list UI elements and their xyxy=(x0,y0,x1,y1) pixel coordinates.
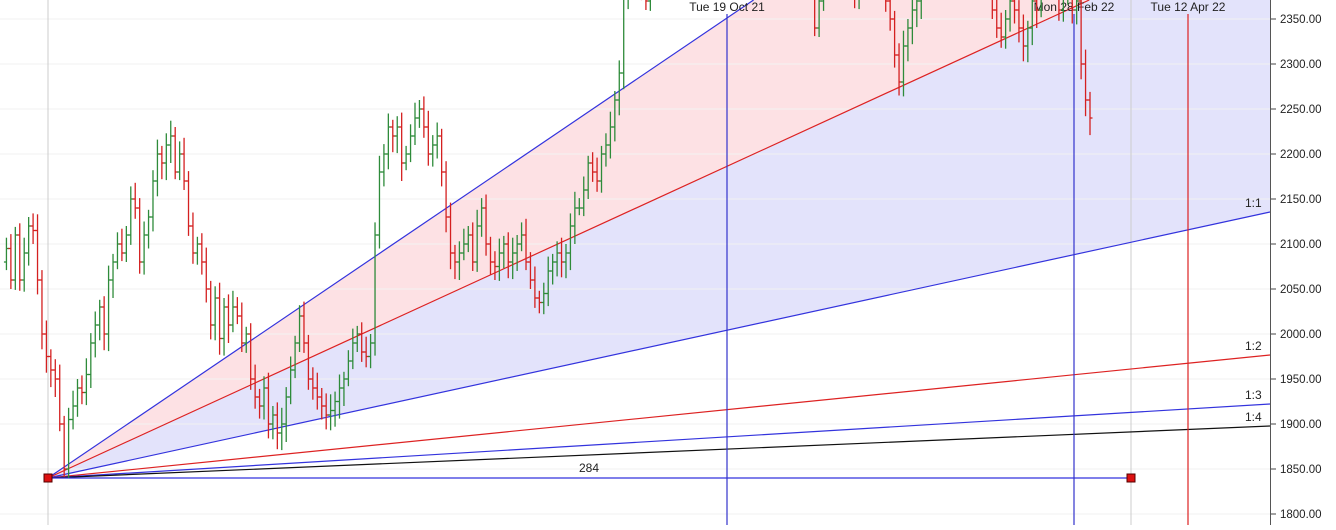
price-bar-32 xyxy=(142,222,147,275)
price-bar-38 xyxy=(168,121,173,163)
price-bar-98 xyxy=(435,123,440,159)
price-bar-48 xyxy=(213,286,218,340)
price-bar-87 xyxy=(386,114,391,170)
y-tick-label-0: 1800.00 xyxy=(1280,509,1322,521)
price-bar-91 xyxy=(404,146,409,170)
date-marker-label-0: Tue 19 Oct 21 xyxy=(689,0,765,14)
price-bar-23 xyxy=(102,296,107,350)
price-bar-34 xyxy=(150,170,155,231)
price-bar-92 xyxy=(408,124,413,162)
price-bar-1 xyxy=(4,238,9,270)
y-tick-label-3: 1950.00 xyxy=(1280,374,1322,386)
price-bar-11 xyxy=(48,349,53,387)
price-bar-9 xyxy=(39,270,44,349)
y-tick-label-6: 2100.00 xyxy=(1280,239,1322,251)
price-bar-88 xyxy=(390,120,395,152)
price-bar-2 xyxy=(8,234,13,289)
price-bar-95 xyxy=(421,96,426,137)
price-bar-33 xyxy=(146,210,151,249)
y-tick-label-4: 2000.00 xyxy=(1280,329,1322,341)
price-axis: 1800.00 1850.00 1900.00 1950.00 2000.00 2050.… xyxy=(1271,0,1336,525)
price-bar-96 xyxy=(426,111,431,166)
price-bar-141 xyxy=(626,0,631,9)
price-axis-panel[interactable]: 1800.00 1850.00 1900.00 1950.00 2000.00 2050.… xyxy=(1270,0,1336,525)
price-bar-8 xyxy=(35,214,40,294)
price-bar-17 xyxy=(75,379,80,417)
y-tick-label-8: 2200.00 xyxy=(1280,149,1322,161)
price-bar-85 xyxy=(377,156,382,249)
gann-label-1-2: 1:2 xyxy=(1245,339,1262,353)
gann-label-1-4: 1:4 xyxy=(1245,410,1262,424)
fan-origin-handle xyxy=(44,474,52,482)
price-bar-31 xyxy=(137,198,142,274)
price-bar-99 xyxy=(439,129,444,187)
y-tick-label-5: 2050.00 xyxy=(1280,284,1322,296)
base-end-handle xyxy=(1127,474,1135,482)
price-bar-35 xyxy=(155,140,160,197)
price-bar-29 xyxy=(128,186,133,245)
y-tick-label-2: 1900.00 xyxy=(1280,419,1322,431)
price-bar-4 xyxy=(17,223,22,290)
price-bar-97 xyxy=(430,135,435,167)
bar-count-label: 284 xyxy=(579,461,599,475)
price-bar-45 xyxy=(199,233,204,274)
price-bar-44 xyxy=(195,237,200,265)
price-bar-13 xyxy=(57,365,62,432)
price-bar-7 xyxy=(31,213,36,244)
price-bar-89 xyxy=(395,116,400,153)
price-bar-146 xyxy=(648,0,653,11)
price-bar-27 xyxy=(119,229,124,261)
price-bar-86 xyxy=(381,144,386,186)
price-bar-90 xyxy=(399,113,404,181)
gann-label-1-3: 1:3 xyxy=(1245,388,1262,402)
price-bar-40 xyxy=(177,141,182,180)
price-bar-24 xyxy=(106,266,111,352)
price-bar-50 xyxy=(222,298,227,356)
fan-fill-layer xyxy=(48,0,1270,478)
date-marker-label-2: Tue 12 Apr 22 xyxy=(1151,0,1226,14)
y-tick-label-10: 2300.00 xyxy=(1280,59,1322,71)
price-bar-12 xyxy=(53,359,58,397)
y-tick-label-9: 2250.00 xyxy=(1280,104,1322,116)
price-bar-51 xyxy=(226,294,231,343)
price-bar-47 xyxy=(208,281,213,340)
price-bar-39 xyxy=(173,127,178,179)
price-bar-41 xyxy=(182,138,187,190)
price-bar-53 xyxy=(235,297,240,324)
price-bar-25 xyxy=(111,254,116,298)
price-bar-145 xyxy=(643,0,648,10)
price-bar-54 xyxy=(239,303,244,353)
price-bar-26 xyxy=(115,232,120,269)
price-bar-18 xyxy=(79,375,84,404)
price-bar-49 xyxy=(217,283,222,355)
y-tick-label-1: 1850.00 xyxy=(1280,464,1322,476)
price-bar-37 xyxy=(164,133,169,180)
price-bar-30 xyxy=(133,183,138,219)
price-bar-3 xyxy=(13,227,18,290)
date-marker-label-1: Mon 28 Feb 22 xyxy=(1034,0,1115,14)
y-tick-label-11: 2350.00 xyxy=(1280,14,1322,26)
price-bar-43 xyxy=(190,213,195,264)
price-bar-94 xyxy=(417,100,422,128)
price-bar-20 xyxy=(88,333,93,388)
price-bar-140 xyxy=(621,0,626,89)
price-bar-46 xyxy=(204,248,209,303)
price-bar-36 xyxy=(159,146,164,179)
price-bar-52 xyxy=(230,291,235,332)
gann-label-1-1: 1:1 xyxy=(1245,196,1262,210)
price-bar-19 xyxy=(84,358,89,405)
price-bar-42 xyxy=(186,171,191,236)
y-tick-label-7: 2150.00 xyxy=(1280,194,1322,206)
price-bar-5 xyxy=(22,238,27,292)
price-bar-6 xyxy=(26,217,31,266)
